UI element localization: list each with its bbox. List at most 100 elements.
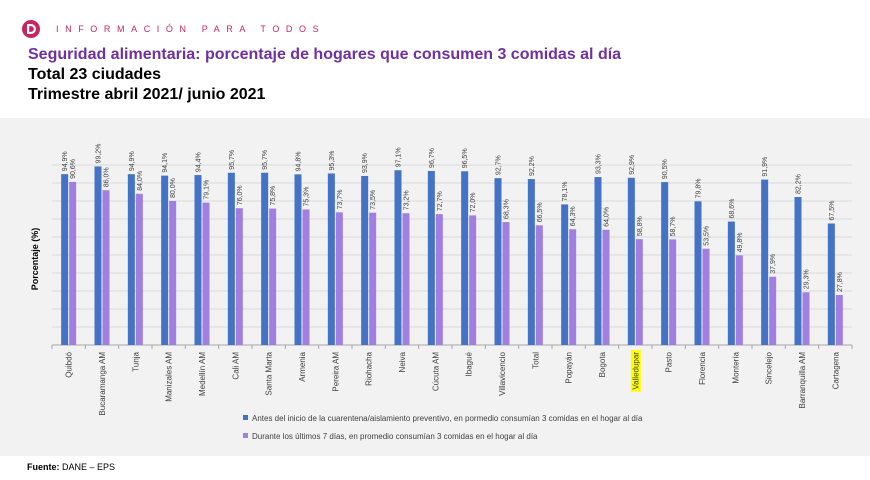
x-tick-label-bucaramanga-am: Bucaramanga AM bbox=[98, 352, 107, 416]
value-label-during-popayan: 64,3% bbox=[570, 206, 577, 226]
y-axis-label: Porcentaje (%) bbox=[30, 228, 40, 291]
value-label-during-pasto: 58,7% bbox=[670, 216, 677, 236]
chart-background bbox=[0, 118, 870, 456]
bar-before-medellin-am bbox=[194, 175, 202, 345]
value-label-before-medellin-am: 94,4% bbox=[196, 152, 203, 172]
source-label: Fuente: bbox=[27, 462, 60, 472]
value-label-before-florencia: 79,8% bbox=[696, 179, 703, 199]
value-label-during-quibdo: 90,6% bbox=[70, 159, 77, 179]
x-tick-labels: Quibdó Bucaramanga AM Tunja Manizales AM Med… bbox=[65, 350, 840, 416]
x-tick-label-tunja: Tunja bbox=[131, 351, 140, 371]
x-tick-label-popayan: Popayán bbox=[565, 352, 574, 384]
value-label-before-total: 92,2% bbox=[529, 156, 536, 176]
bar-during-pereira-am bbox=[335, 212, 343, 345]
bar-during-santa-marta bbox=[269, 208, 277, 345]
value-label-before-ibague: 96,5% bbox=[462, 148, 469, 168]
bar-before-bucaramanga-am bbox=[94, 166, 102, 345]
dane-logo-icon bbox=[22, 20, 40, 38]
gridlines bbox=[52, 164, 852, 328]
value-label-before-armenia: 94,8% bbox=[296, 152, 303, 172]
value-label-during-cartagena: 27,8% bbox=[837, 272, 844, 292]
x-tick-label-medellin-am: Medellín AM bbox=[198, 352, 207, 396]
value-label-during-pereira-am: 73,7% bbox=[337, 189, 344, 209]
highlight-marker-valledupar bbox=[630, 350, 641, 392]
x-tick-label-pereira-am: Pereira AM bbox=[331, 352, 340, 392]
bar-during-bucaramanga-am bbox=[102, 190, 110, 345]
bar-during-manizales-am bbox=[169, 201, 177, 345]
value-label-during-santa-marta: 75,8% bbox=[270, 186, 277, 206]
value-label-during-medellin-am: 79,1% bbox=[204, 180, 211, 200]
bar-before-neiva bbox=[394, 170, 402, 345]
bar-before-riohacha bbox=[361, 175, 369, 345]
x-tick-label-riohacha: Riohacha bbox=[365, 351, 374, 385]
x-tick-label-manizales-am: Manizales AM bbox=[165, 352, 174, 402]
x-tick-label-quibdo: Quibdó bbox=[65, 351, 74, 377]
bar-before-manizales-am bbox=[161, 175, 169, 345]
value-label-during-cali-am: 76,0% bbox=[237, 185, 244, 205]
bar-before-ibague bbox=[461, 171, 469, 345]
x-tick-label-armenia: Armenia bbox=[298, 351, 307, 381]
value-label-before-bogota: 93,3% bbox=[596, 154, 603, 174]
bar-before-bogota bbox=[594, 177, 602, 345]
value-label-during-cucuta-am: 72,7% bbox=[437, 191, 444, 211]
grouped-bar-chart: Porcentaje (%)94,9% 99,2% 94,9% 94,1% 94,4% 9… bbox=[0, 118, 870, 456]
chart-heading: Seguridad alimentaria: porcentaje de hog… bbox=[28, 45, 621, 105]
value-label-before-cartagena: 67,5% bbox=[829, 201, 836, 221]
bar-during-pasto bbox=[669, 239, 677, 345]
bar-before-pereira-am bbox=[327, 173, 335, 345]
value-label-before-tunja: 94,9% bbox=[129, 151, 136, 171]
value-label-before-sincelejo: 91,9% bbox=[762, 157, 769, 177]
bar-before-monteria bbox=[727, 221, 735, 345]
bar-during-quibdo bbox=[69, 181, 77, 345]
value-label-before-valledupar: 92,9% bbox=[629, 155, 636, 175]
bar-before-barranquilla-am bbox=[794, 197, 802, 345]
bar-during-cali-am bbox=[235, 208, 243, 345]
legend-swatch-during bbox=[243, 433, 248, 438]
bar-before-florencia bbox=[694, 201, 702, 345]
bar-before-total bbox=[527, 179, 535, 345]
value-label-before-manizales-am: 94,1% bbox=[162, 153, 169, 173]
bar-before-tunja bbox=[127, 174, 135, 345]
x-tick-label-valledupar: Valledupar bbox=[631, 352, 640, 390]
value-label-during-armenia: 75,3% bbox=[304, 187, 311, 207]
value-label-before-santa-marta: 95,7% bbox=[262, 150, 269, 170]
legend-label-during: Durante los últimos 7 días, en promedio … bbox=[252, 432, 538, 441]
x-tick-label-villavicencio: Villavicencio bbox=[498, 351, 507, 395]
value-label-during-ibague: 72,0% bbox=[470, 193, 477, 213]
bar-before-cartagena bbox=[827, 223, 835, 345]
chart-title: Seguridad alimentaria: porcentaje de hog… bbox=[28, 46, 622, 63]
bar-during-cucuta-am bbox=[435, 214, 443, 345]
brand-tagline: INFORMACIÓN PARA TODOS bbox=[56, 24, 326, 34]
bar-before-quibdo bbox=[61, 174, 69, 345]
legend: Antes del inicio de la cuarentena/aislam… bbox=[243, 414, 643, 441]
bar-during-medellin-am bbox=[202, 202, 210, 345]
bar-before-cucuta-am bbox=[427, 170, 435, 345]
bars-before bbox=[61, 166, 835, 345]
value-label-before-monteria: 68,6% bbox=[729, 199, 736, 219]
value-label-before-riohacha: 93,9% bbox=[362, 153, 369, 173]
bar-before-villavicencio bbox=[494, 178, 502, 345]
bar-during-monteria bbox=[735, 255, 743, 345]
bar-during-florencia bbox=[702, 248, 710, 345]
x-axis-ticks bbox=[51, 345, 853, 349]
bar-during-tunja bbox=[135, 193, 143, 345]
bar-before-valledupar bbox=[627, 177, 635, 345]
bar-before-armenia bbox=[294, 174, 302, 345]
x-tick-label-monteria: Montería bbox=[731, 351, 740, 383]
value-label-during-florencia: 53,5% bbox=[704, 226, 711, 246]
value-label-during-villavicencio: 68,3% bbox=[504, 199, 511, 219]
value-label-during-tunja: 84,0% bbox=[137, 171, 144, 191]
chart-subtitle-period: Trimestre abril 2021/ junio 2021 bbox=[28, 86, 266, 103]
value-label-before-pereira-am: 95,3% bbox=[329, 151, 336, 171]
legend-swatch-before bbox=[243, 415, 248, 420]
value-label-before-barranquilla-am: 82,2% bbox=[796, 174, 803, 194]
x-tick-label-cali-am: Cali AM bbox=[231, 352, 240, 380]
bar-during-neiva bbox=[402, 213, 410, 345]
bar-during-riohacha bbox=[369, 212, 377, 345]
value-label-before-cucuta-am: 96,7% bbox=[429, 148, 436, 168]
bar-before-pasto bbox=[661, 182, 669, 345]
bars-during bbox=[69, 181, 843, 345]
value-label-before-villavicencio: 92,7% bbox=[496, 155, 503, 175]
bar-before-santa-marta bbox=[261, 172, 269, 345]
bar-before-popayan bbox=[561, 204, 569, 345]
